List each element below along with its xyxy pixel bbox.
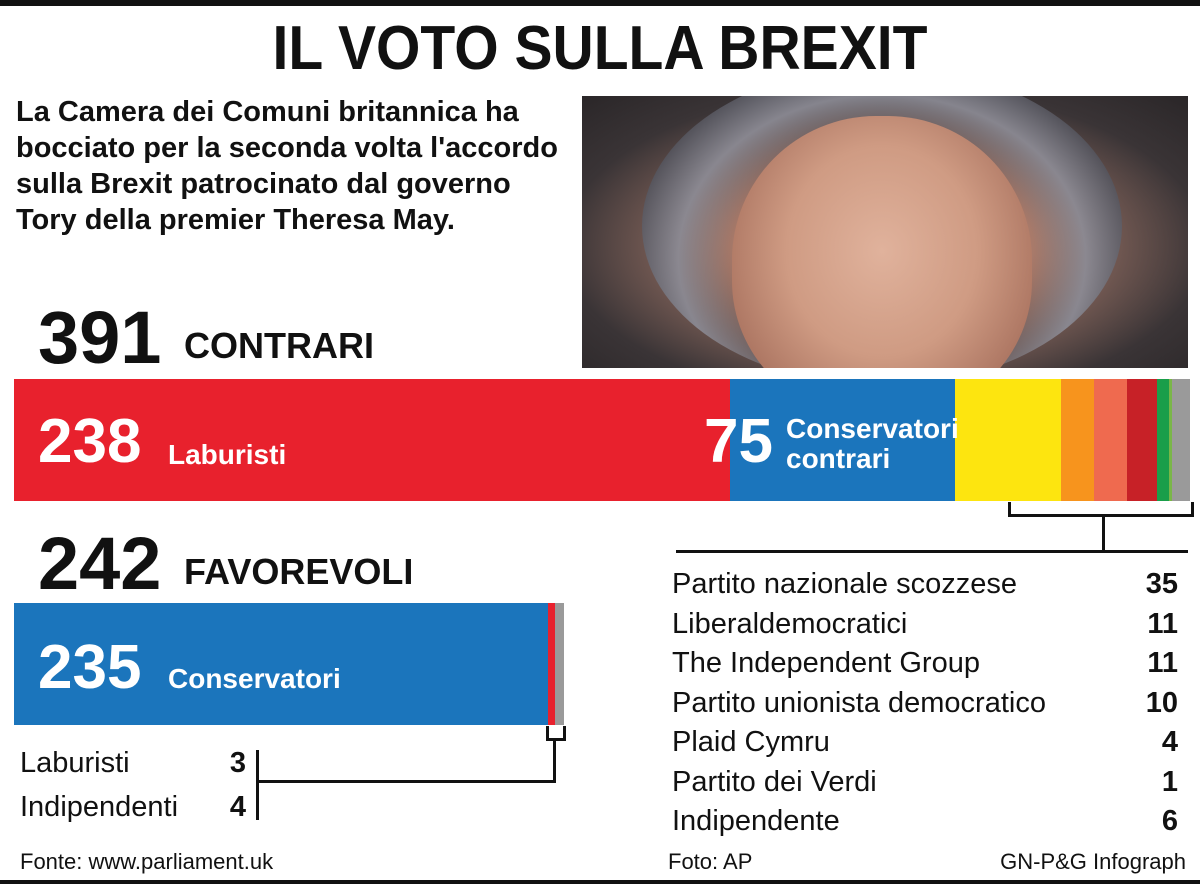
for-vertical	[256, 750, 259, 820]
party-value: 35	[1145, 568, 1178, 600]
party-name: Laburisti	[20, 747, 130, 779]
bar-segment-partito-dei-verdi	[1168, 379, 1172, 501]
against-connector	[1102, 514, 1105, 552]
bar-segment-plaid-cymru	[1156, 379, 1169, 501]
party-name: Indipendenti	[20, 791, 179, 823]
party-value: 4	[1161, 726, 1178, 758]
party-value: 6	[1161, 805, 1178, 837]
intro-text: La Camera dei Comuni britannica ha bocci…	[16, 96, 558, 236]
contrari-labour-label: Laburisti	[168, 439, 287, 470]
photo-face	[732, 116, 1032, 368]
bar-segment-conservatori-contrari	[729, 379, 956, 501]
for-rule	[256, 780, 556, 783]
party-name: Partito unionista democratico	[672, 686, 1046, 719]
favorevoli-label: FAVOREVOLI	[184, 551, 414, 592]
contrari-con-label-2: contrari	[786, 443, 891, 474]
bar-segment-laburisti	[548, 603, 555, 725]
list-item: Liberaldemocratici 11	[672, 606, 1182, 646]
party-name: Partito dei Verdi	[672, 765, 877, 798]
list-item: Partito unionista democratico 10	[672, 685, 1182, 725]
page-title: IL VOTO SULLA BREXIT	[272, 14, 928, 83]
favorevoli-total: 242	[38, 522, 162, 605]
list-item: Indipendenti 4	[20, 788, 252, 832]
party-name: Liberaldemocratici	[672, 607, 908, 640]
contrari-con-label-1: Conservatori	[786, 413, 959, 444]
favorevoli-con-label: Conservatori	[168, 663, 341, 694]
party-name: Indipendente	[672, 805, 840, 837]
list-item: Laburisti 3	[20, 744, 252, 788]
party-value: 1	[1161, 765, 1178, 798]
for-breakdown-list: Laburisti 3 Indipendenti 4	[20, 744, 252, 832]
photo-credit: Foto: AP	[668, 849, 753, 874]
source-credit: Fonte: www.parliament.uk	[20, 849, 274, 874]
party-name: Partito nazionale scozzese	[672, 568, 1017, 600]
list-item: Partito dei Verdi 1	[672, 764, 1182, 804]
list-item: The Independent Group 11	[672, 645, 1182, 685]
party-value: 11	[1147, 647, 1178, 679]
bar-segment-partito-unionista-democratico	[1126, 379, 1157, 501]
party-value: 3	[229, 747, 246, 779]
party-name: Plaid Cymru	[672, 726, 830, 758]
favorevoli-bar	[14, 603, 564, 725]
top-rule	[0, 0, 1200, 6]
contrari-total: 391	[38, 296, 162, 379]
list-item: Indipendente 6	[672, 803, 1182, 843]
bar-segment-laburisti	[14, 379, 730, 501]
bar-segment-liberaldemocratici	[1060, 379, 1094, 501]
bar-segment-indipendenti	[554, 603, 564, 725]
for-bracket	[546, 726, 566, 741]
photo	[582, 96, 1188, 368]
against-rule	[676, 550, 1188, 553]
bottom-rule	[0, 880, 1200, 884]
list-item: Partito nazionale scozzese 35	[672, 566, 1182, 606]
party-name: The Independent Group	[672, 647, 980, 679]
for-connector	[553, 738, 556, 782]
contrari-con-value: 75	[704, 407, 773, 476]
party-value: 10	[1145, 686, 1178, 719]
bar-segment-the-independent-group	[1093, 379, 1127, 501]
contrari-label: CONTRARI	[184, 325, 374, 366]
favorevoli-con-value: 235	[38, 633, 142, 702]
bar-segment-partito-nazionale-scozzese	[955, 379, 1061, 501]
party-value: 11	[1147, 607, 1178, 640]
against-bracket	[1008, 502, 1194, 517]
agency-credit: GN-P&G Infograph	[1000, 849, 1186, 874]
bar-segment-indipendente	[1171, 379, 1190, 501]
list-item: Plaid Cymru 4	[672, 724, 1182, 764]
contrari-labour-value: 238	[38, 407, 142, 476]
bar-segment-conservatori	[14, 603, 549, 725]
contrari-bar	[14, 379, 1190, 501]
party-value: 4	[229, 791, 246, 823]
against-breakdown-list: Partito nazionale scozzese 35 Liberaldem…	[672, 566, 1182, 843]
